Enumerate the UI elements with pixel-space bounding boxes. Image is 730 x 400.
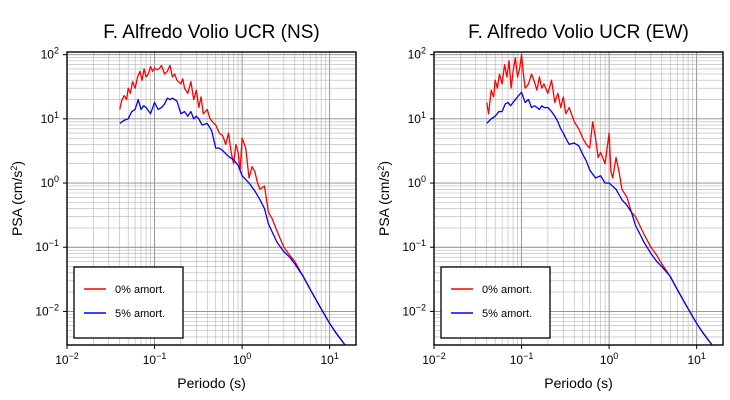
- chart-title: F. Alfredo Volio UCR (NS): [103, 22, 319, 43]
- y-axis-label: PSA (cm/s2): [9, 161, 25, 236]
- x-tick-label: 101: [320, 351, 338, 367]
- plot-frame: [433, 51, 724, 346]
- chart-panel-1: 10−2 10−1 100 101 10−2 10−1 100 101 102 F. Alfred…: [9, 22, 357, 391]
- x-tick-label: 100: [600, 351, 618, 367]
- y-tick-label: 100: [408, 174, 426, 190]
- legend-box: [440, 266, 551, 339]
- y-tick-label: 10−2: [35, 302, 59, 318]
- y-tick-label: 10−2: [402, 302, 426, 318]
- x-axis-label: Periodo (s): [544, 375, 612, 391]
- plot-frame: [66, 51, 357, 346]
- x-tick-label: 10−1: [143, 351, 167, 367]
- y-tick-label: 10−1: [35, 238, 59, 254]
- y-tick-label: 102: [41, 46, 59, 62]
- x-tick-label: 100: [233, 351, 251, 367]
- x-tick-label: 10−1: [510, 351, 534, 367]
- legend-label: 5% amort.: [482, 308, 532, 320]
- chart-panel-2: 10−2 10−1 100 101 10−2 10−1 100 101 102 F. Alfred…: [376, 22, 724, 391]
- y-tick-label: 102: [408, 46, 426, 62]
- series-line-amort-5: [119, 97, 346, 345]
- legend-label: 0% amort.: [482, 284, 532, 296]
- legend-label: 5% amort.: [115, 308, 165, 320]
- legend-label: 0% amort.: [115, 284, 165, 296]
- legend-box: [73, 266, 184, 339]
- y-tick-label: 101: [41, 110, 59, 126]
- chart-title: F. Alfredo Volio UCR (EW): [468, 22, 689, 43]
- y-tick-label: 10−1: [402, 238, 426, 254]
- x-axis-label: Periodo (s): [177, 375, 245, 391]
- x-tick-label: 10−2: [422, 351, 446, 367]
- y-tick-label: 100: [41, 174, 59, 190]
- legend: 0% amort. 5% amort.: [440, 266, 551, 339]
- x-tick-label: 10−2: [55, 351, 79, 367]
- series-line-amort-5: [486, 91, 713, 345]
- series-line-amort-0: [486, 54, 713, 345]
- y-tick-label: 101: [408, 110, 426, 126]
- grid: [67, 52, 356, 345]
- series-group: [486, 54, 713, 345]
- y-axis-label: PSA (cm/s2): [376, 161, 392, 236]
- series-line-amort-0: [119, 64, 346, 345]
- legend: 0% amort. 5% amort.: [73, 266, 184, 339]
- series-group: [119, 64, 346, 345]
- x-tick-label: 101: [687, 351, 705, 367]
